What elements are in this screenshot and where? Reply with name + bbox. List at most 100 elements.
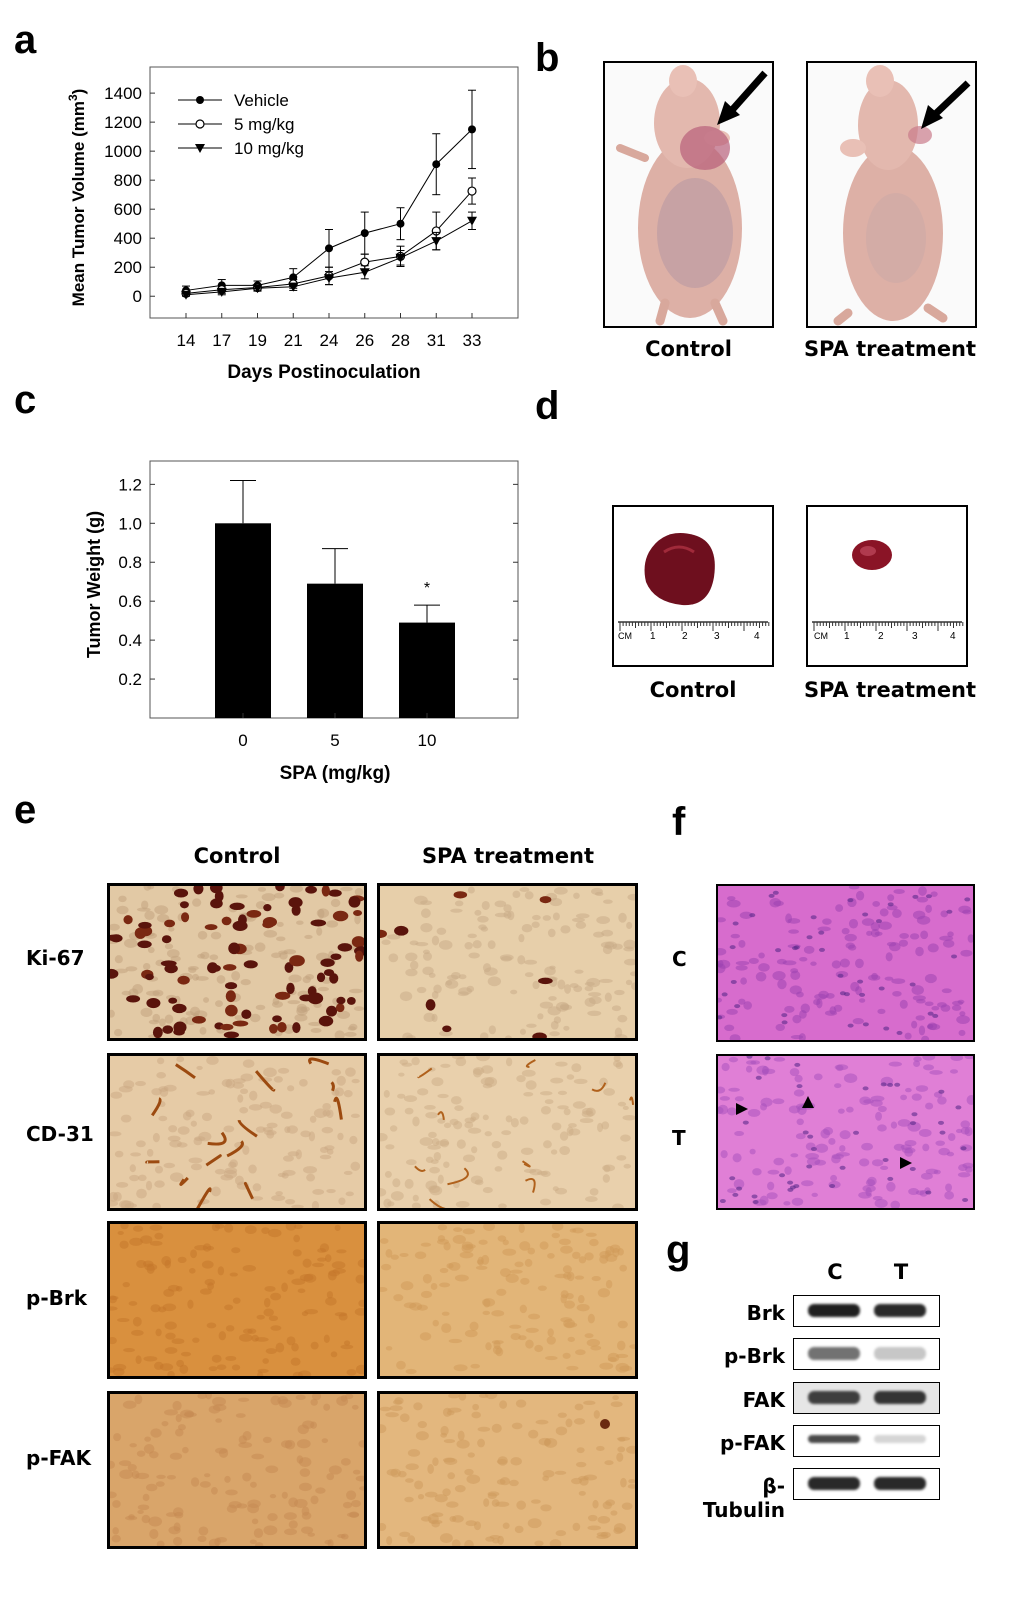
panel-b-caption-spa: SPA treatment: [803, 337, 977, 361]
panel-b-caption-control: Control: [645, 337, 732, 361]
arrowhead-icon: [736, 1103, 748, 1115]
blot-strip: [793, 1382, 940, 1414]
y-tick-label: 1400: [104, 84, 142, 103]
x-tick-label: 26: [355, 331, 374, 350]
data-point: [359, 268, 370, 278]
arrowhead-icon: [900, 1157, 912, 1169]
data-point: [252, 284, 263, 294]
x-axis-label: SPA (mg/kg): [280, 763, 391, 784]
y-tick-label: 0: [133, 287, 142, 306]
data-point: [432, 160, 441, 169]
x-tick-label: 0: [238, 731, 247, 750]
band-control: [808, 1435, 860, 1443]
panel-e-row-cd31: CD-31: [26, 1122, 94, 1146]
data-point: [288, 282, 299, 292]
tumor-photo-control: CM 1 2 3 4: [612, 505, 774, 667]
panel-letter-b: b: [535, 36, 560, 80]
panel-letter-f: f: [672, 800, 686, 844]
tumor-volume-chart: 0 200 400 600 800 1000 1200 1400 14 17 19 21 24 26 28 3…: [66, 66, 519, 383]
y-tick-label: 600: [114, 200, 142, 219]
panel-f-row-c: C: [672, 947, 687, 971]
panel-letter-c: c: [14, 378, 37, 422]
ihc-cd31-control: [107, 1053, 367, 1211]
ihc-pfak-control: [107, 1391, 367, 1549]
blot-column-c: C: [827, 1260, 843, 1284]
arrowhead-icon: [802, 1096, 814, 1108]
x-tick-label: 24: [320, 331, 339, 350]
x-tick-label: 31: [427, 331, 446, 350]
data-point: [360, 229, 369, 238]
x-tick-label: 21: [284, 331, 303, 350]
ruler-label-cm: CM: [814, 631, 828, 641]
y-axis-label: Tumor Weight (g): [84, 511, 104, 658]
ihc-ki67-control: [107, 883, 367, 1041]
he-stain-treatment: [716, 1054, 975, 1210]
ruler-label-2: 2: [682, 631, 688, 642]
data-point: [395, 253, 406, 263]
ruler-label-1: 1: [650, 631, 656, 642]
mouse-photo-control: [603, 61, 774, 328]
x-tick-label: 17: [212, 331, 231, 350]
band-control: [808, 1477, 860, 1490]
legend-label: 10 mg/kg: [234, 139, 304, 158]
panel-e-row-pbrk: p-Brk: [26, 1286, 88, 1310]
band-treatment: [874, 1304, 926, 1317]
panel-e-row-pfak: p-FAK: [26, 1446, 91, 1470]
y-axis-label: Mean Tumor Volume (mm3): [66, 89, 88, 307]
blot-strip: [793, 1468, 940, 1500]
ruler-label-4: 4: [754, 631, 760, 642]
blot-label: Brk: [746, 1301, 785, 1325]
ihc-pbrk-control: [107, 1221, 367, 1379]
ruler-label-cm: CM: [618, 631, 632, 641]
band-control: [808, 1304, 860, 1317]
panel-letter-g: g: [666, 1228, 691, 1272]
blot-label: p-Brk: [723, 1344, 785, 1368]
data-point: [396, 219, 405, 228]
he-stain-control: [716, 884, 975, 1042]
legend-label: Vehicle: [234, 91, 289, 110]
x-axis-label: Days Postinoculation: [227, 362, 420, 383]
panel-e-row-ki67: Ki-67: [26, 946, 85, 970]
data-point: [181, 290, 191, 300]
tumor-photo-spa-treatment: CM 1 2 3 4: [806, 505, 968, 667]
tumor-weight-chart: 0.2 0.4 0.6 0.8 1.0 1.2 0 5 * 10 SPA (mg/kg) Tumor …: [84, 460, 519, 784]
bar: [215, 523, 271, 718]
x-tick-label: 28: [391, 331, 410, 350]
y-tick-label: 1000: [104, 142, 142, 161]
data-point: [324, 274, 334, 284]
panel-f-row-t: T: [672, 1126, 686, 1150]
bar: [307, 583, 363, 718]
panel-d-caption-spa: SPA treatment: [803, 678, 977, 702]
data-point: [325, 244, 333, 253]
y-tick-label: 400: [114, 229, 142, 248]
y-tick-label: 0.8: [118, 553, 142, 572]
x-tick-label: 5: [330, 731, 339, 750]
blot-label: p-FAK: [720, 1431, 785, 1455]
y-tick-label: 0.6: [118, 592, 142, 611]
y-tick-label: 1.2: [118, 475, 142, 494]
y-tick-label: 0.4: [118, 631, 142, 650]
data-point: [468, 125, 476, 134]
legend-marker: [195, 119, 205, 129]
panel-letter-e: e: [14, 788, 37, 832]
ruler-label-3: 3: [912, 631, 918, 642]
arrowhead-markers: [736, 1096, 912, 1169]
ihc-ki67-spa: [377, 883, 638, 1041]
data-point: [467, 186, 477, 196]
blot-label: β-Tubulin: [702, 1474, 785, 1522]
x-tick-label: 19: [248, 331, 267, 350]
significance-marker: *: [424, 580, 430, 597]
ruler-label-2: 2: [878, 631, 884, 642]
data-point: [216, 287, 227, 297]
data-point: [431, 237, 442, 247]
band-treatment: [874, 1477, 926, 1490]
x-tick-label: 10: [418, 731, 437, 750]
blot-strip: [793, 1425, 940, 1457]
x-tick-label: 14: [177, 331, 196, 350]
ruler-label-1: 1: [844, 631, 850, 642]
bar: [399, 622, 455, 718]
data-point: [360, 257, 370, 267]
blot-strip: [793, 1295, 940, 1327]
y-tick-label: 1.0: [118, 514, 142, 533]
panel-letter-d: d: [535, 384, 560, 428]
